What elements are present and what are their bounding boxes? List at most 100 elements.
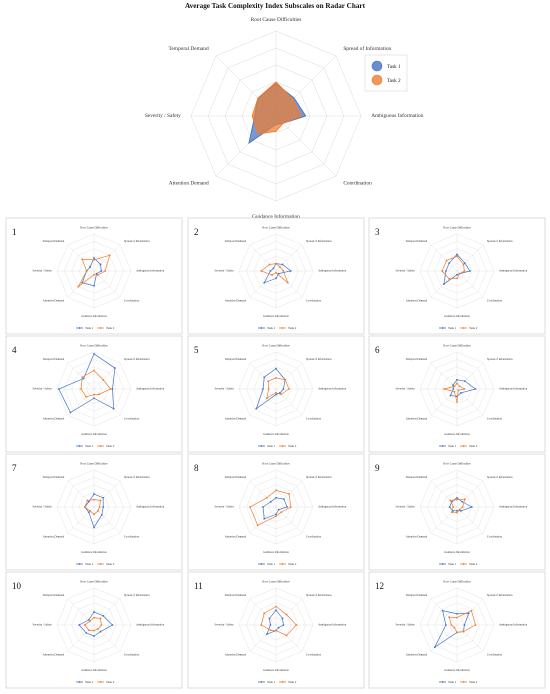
point-task-1-spread-of-information: [463, 380, 466, 383]
axis-label-coordination: Coordination: [487, 652, 503, 656]
point-task-2-attention-demand: [77, 285, 80, 288]
point-task-2-attention-demand: [265, 397, 268, 400]
axis-label-coordination: Coordination: [487, 416, 503, 420]
axis-label-temporal-demand: Temporal Demand: [406, 593, 428, 597]
legend-marker-task-2: [462, 327, 465, 329]
point-task-1-ambiguous-information: [474, 388, 477, 390]
point-task-2-ambiguous-information: [288, 388, 290, 390]
point-task-2-guidance-information: [93, 629, 95, 632]
point-task-1-spread-of-information: [102, 614, 105, 617]
axis-label-root-cause-difficulties: Root Cause Difficulties: [251, 16, 302, 23]
legend-marker-task-1: [260, 445, 263, 447]
axis-label-severity-safety: Severity / Safety: [33, 269, 53, 273]
point-task-1-ambiguous-information: [282, 624, 285, 626]
axis-label-temporal-demand: Temporal Demand: [406, 475, 428, 479]
point-task-2-coordination: [458, 508, 461, 511]
axis-label-spread-of-information: Spread of Information: [306, 357, 332, 361]
point-task-2-root-cause-difficulties: [93, 259, 95, 261]
axis-spoke: [456, 270, 484, 298]
panel-number: 12: [375, 581, 384, 591]
point-task-1-spread-of-information: [114, 367, 116, 369]
axis-label-coordination: Coordination: [306, 534, 322, 538]
point-task-1-severity-safety: [445, 624, 447, 626]
point-task-2-temporal-demand: [263, 612, 266, 615]
panel-number: 7: [12, 463, 17, 473]
point-task-2-ambiguous-information: [98, 506, 101, 508]
legend-label-task-1: Task 1: [387, 64, 401, 70]
point-task-1-coordination: [277, 626, 280, 629]
axis-label-severity-safety: Severity / Safety: [145, 112, 181, 119]
panel-number: 2: [194, 227, 199, 237]
axis-spoke: [67, 624, 95, 652]
axis-spoke: [275, 270, 303, 298]
axis-label-temporal-demand: Temporal Demand: [406, 239, 428, 243]
main-radar-chart: Root Cause Difficulties Spread of Informa…: [145, 16, 424, 220]
point-task-2-guidance-information: [275, 391, 277, 394]
legend-label-task-2: Task 2: [469, 326, 478, 330]
point-task-2-severity-safety: [85, 270, 88, 272]
legend-marker-task-2: [462, 563, 465, 565]
point-task-1-attention-demand: [433, 646, 436, 649]
point-task-2-severity-safety: [260, 270, 263, 272]
point-task-2-ambiguous-information: [282, 270, 285, 272]
point-task-2-root-cause-difficulties: [456, 255, 458, 258]
axis-label-ambiguous-information: Ambiguous Information: [499, 387, 528, 391]
point-task-1-root-cause-difficulties: [275, 609, 277, 612]
axis-label-guidance-information: Guidance Information: [263, 314, 289, 318]
point-task-1-coordination: [460, 510, 462, 512]
point-task-2-coordination: [97, 628, 99, 630]
point-task-1-coordination: [100, 513, 103, 516]
point-task-2-spread-of-information: [284, 378, 287, 381]
axis-label-temporal-demand: Temporal Demand: [43, 239, 65, 243]
panel-11: 11 Root Cause Difficulties Spread of Infor…: [187, 571, 365, 689]
axis-label-severity-safety: Severity / Safety: [215, 505, 235, 509]
panel-6: 6 Root Cause Difficulties Spread of Inform…: [368, 335, 546, 453]
point-task-1-root-cause-difficulties: [456, 253, 458, 256]
axis-label-root-cause-difficulties: Root Cause Difficulties: [80, 225, 108, 229]
point-task-2-root-cause-difficulties: [93, 498, 95, 501]
point-task-1-attention-demand: [263, 281, 266, 284]
axis-label-guidance-information: Guidance Information: [444, 550, 470, 554]
point-task-2-temporal-demand: [265, 496, 268, 499]
axis-label-spread-of-information: Spread of Information: [124, 593, 150, 597]
axis-spoke: [456, 362, 484, 390]
point-task-1-severity-safety: [57, 388, 60, 390]
point-task-2-ambiguous-information: [295, 624, 298, 626]
chart-title: Average Task Complexity Index Subscales …: [184, 2, 366, 10]
point-task-1-attention-demand: [85, 631, 88, 634]
point-task-1-attention-demand: [69, 411, 72, 414]
axis-label-root-cause-difficulties: Root Cause Difficulties: [262, 461, 290, 465]
point-task-1-coordination: [277, 508, 280, 511]
axis-label-severity-safety: Severity / Safety: [33, 387, 53, 391]
panel-4: 4 Root Cause Difficulties Spread of Inform…: [5, 335, 183, 453]
point-task-1-root-cause-difficulties: [93, 493, 95, 495]
point-task-2-coordination: [458, 272, 461, 275]
axis-spoke: [93, 362, 121, 390]
point-task-2-root-cause-difficulties: [275, 489, 277, 492]
legend-label-task-1: Task 1: [448, 326, 457, 330]
panel-12: 12 Root Cause Difficulties Spread of Infor…: [368, 571, 546, 689]
point-task-2-attention-demand: [256, 524, 259, 527]
point-task-2-coordination: [286, 281, 289, 284]
panel-number: 11: [194, 581, 203, 591]
axis-label-severity-safety: Severity / Safety: [215, 387, 235, 391]
point-task-1-guidance-information: [456, 509, 458, 512]
axis-spoke: [67, 270, 95, 298]
point-task-2-temporal-demand: [449, 499, 452, 502]
legend-marker-task-1: [441, 445, 444, 447]
legend-marker-task-1: [260, 327, 263, 329]
point-task-1-coordination: [460, 392, 462, 394]
point-task-2-severity-safety: [441, 270, 444, 272]
axis-label-guidance-information: Guidance Information: [81, 432, 107, 436]
point-task-2-temporal-demand: [267, 380, 270, 383]
legend-label-task-1: Task 1: [448, 562, 457, 566]
legend-label-task-1: Task 1: [267, 326, 276, 330]
point-task-1-attention-demand: [443, 283, 445, 285]
legend-label-task-2: Task 2: [288, 444, 297, 448]
axis-label-spread-of-information: Spread of Information: [306, 239, 332, 243]
point-task-2-ambiguous-information: [474, 624, 477, 626]
axis-spoke: [456, 244, 484, 272]
legend-marker-task-2: [281, 327, 284, 329]
panel-5: 5 Root Cause Difficulties Spread of Inform…: [187, 335, 365, 453]
